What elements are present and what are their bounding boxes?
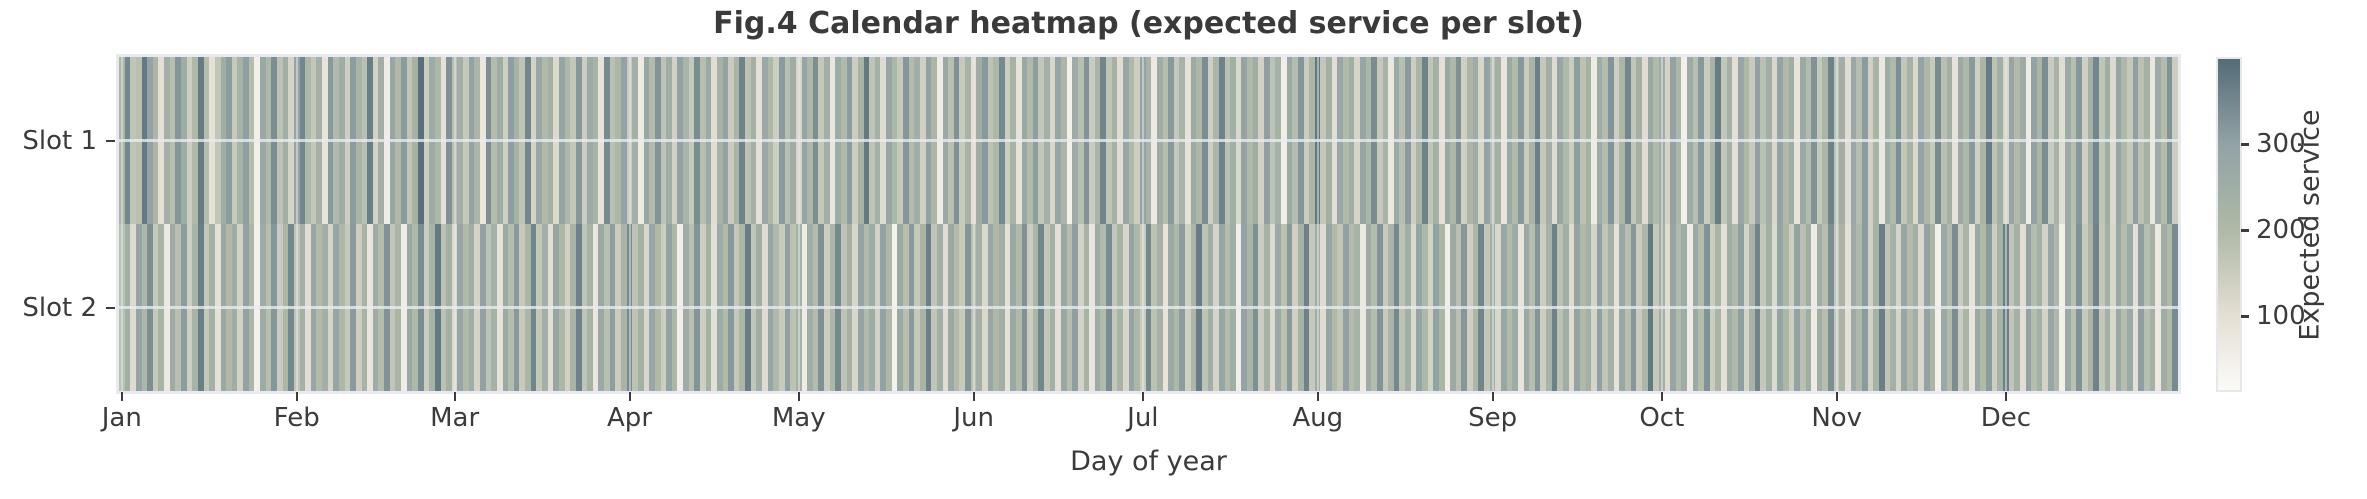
x-tick-mark [2004, 392, 2007, 401]
heatmap-plot [119, 57, 2178, 391]
colorbar [2218, 59, 2240, 390]
x-tick-mark [1141, 392, 1144, 401]
y-tick-mark [106, 306, 115, 309]
x-tick-mark [120, 392, 123, 401]
x-tick-label: Dec [1980, 403, 2032, 433]
x-tick-label: Feb [273, 403, 320, 433]
x-tick-label: Apr [607, 403, 653, 433]
colorbar-tick-label: 100 [2256, 301, 2306, 332]
x-tick-label: Jan [101, 403, 142, 433]
colorbar-label: Expected service [2294, 109, 2326, 341]
x-tick-mark [628, 392, 631, 401]
x-tick-label: Aug [1292, 403, 1344, 433]
colorbar-tick-mark [2241, 314, 2249, 318]
x-tick-mark [1835, 392, 1838, 401]
y-tick-label: Slot 1 [22, 125, 97, 156]
heatmap-row [119, 224, 2178, 391]
x-axis-label: Day of year [1070, 446, 1227, 477]
x-tick-mark [295, 392, 298, 401]
heatmap-cell [2172, 57, 2178, 224]
x-tick-mark [1316, 392, 1319, 401]
x-tick-label: Sep [1468, 403, 1518, 433]
colorbar-tick-label: 300 [2256, 129, 2306, 160]
heatmap-rows [119, 57, 2178, 391]
x-tick-mark [797, 392, 800, 401]
x-tick-label: Oct [1639, 403, 1685, 433]
heatmap-row [119, 57, 2178, 224]
colorbar-tick-mark [2241, 142, 2249, 146]
heatmap-cell [2172, 224, 2178, 391]
x-tick-mark [972, 392, 975, 401]
y-tick-mark [106, 139, 115, 142]
x-tick-mark [1491, 392, 1494, 401]
colorbar-tick-label: 200 [2256, 215, 2306, 246]
x-tick-label: Mar [430, 403, 480, 433]
x-tick-mark [1660, 392, 1663, 401]
y-tick-label: Slot 2 [22, 292, 97, 323]
colorbar-tick-mark [2241, 228, 2249, 232]
x-tick-label: May [771, 403, 826, 433]
x-tick-label: Jul [1127, 403, 1159, 433]
x-tick-label: Nov [1811, 403, 1863, 433]
x-tick-label: Jun [953, 403, 994, 433]
chart-title: Fig.4 Calendar heatmap (expected service… [713, 6, 1584, 41]
x-tick-mark [453, 392, 456, 401]
